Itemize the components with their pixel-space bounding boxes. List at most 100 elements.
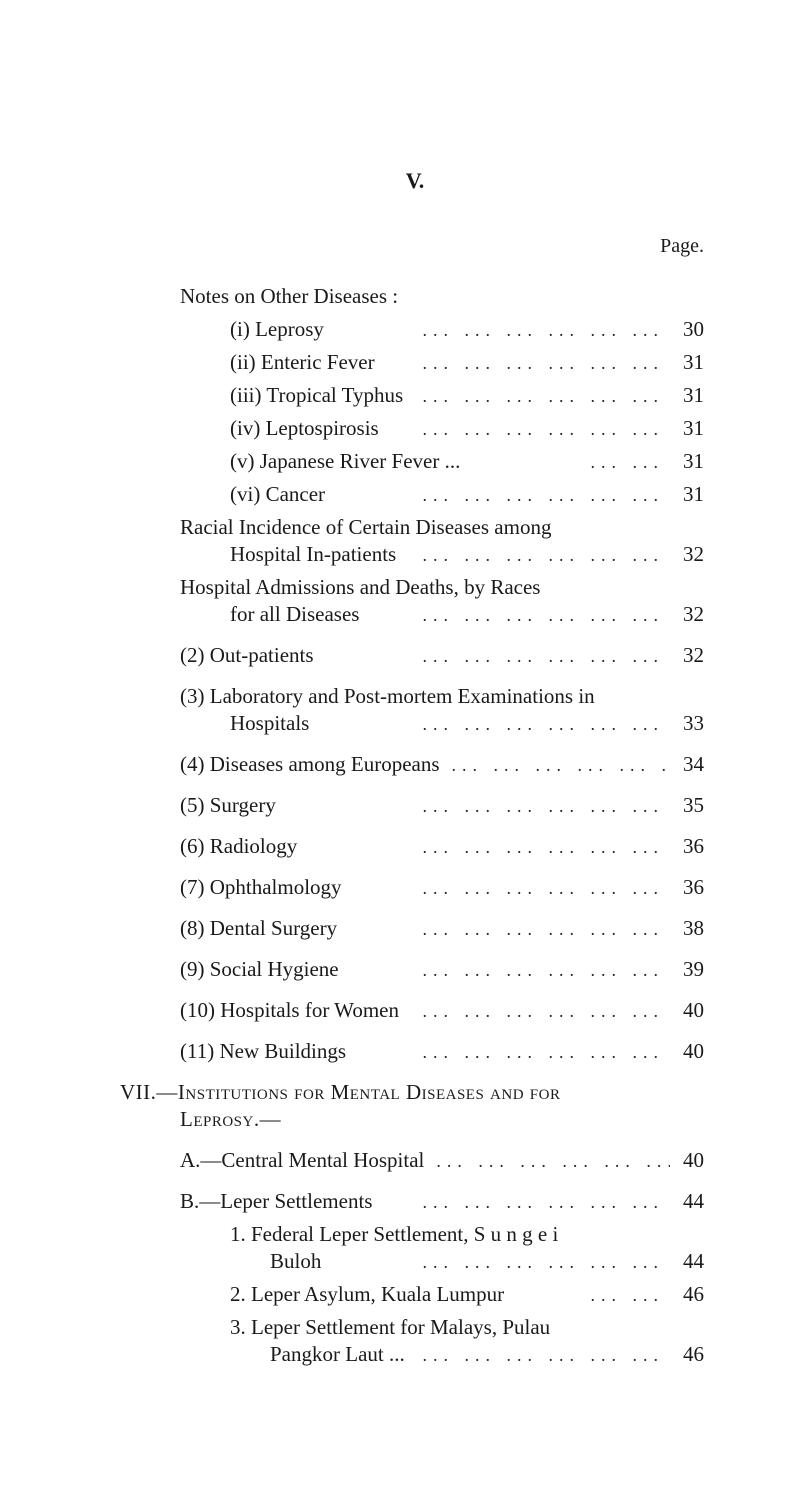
toc-label: Buloh — [270, 1251, 321, 1272]
leader-dots: ... ... — [504, 1286, 670, 1304]
toc-row-11: (11) New Buildings ... ... ... ... ... .… — [120, 1041, 710, 1062]
toc-page: 39 — [670, 959, 710, 980]
toc-row-hosp1: Hospital Admissions and Deaths, by Races — [120, 577, 710, 598]
toc-label: (3) Laboratory and Post-mortem Examinati… — [180, 686, 595, 707]
toc-row-3a: (3) Laboratory and Post-mortem Examinati… — [120, 686, 710, 707]
toc-row-6: (6) Radiology ... ... ... ... ... ... 36 — [120, 836, 710, 857]
toc-page: 35 — [670, 795, 710, 816]
toc-row-A: A.—Central Mental Hospital ... ... ... .… — [120, 1150, 710, 1171]
leader-dots: ... ... ... ... ... ... — [440, 756, 670, 774]
toc-label: (iv) Leptospirosis — [230, 418, 379, 439]
toc-row-vii1: VII.—Institutions for Mental Diseases an… — [120, 1082, 710, 1103]
toc-label: (i) Leprosy — [230, 319, 324, 340]
toc-label: Leprosy.— — [180, 1109, 281, 1130]
toc-row-racial2: Hospital In-patients ... ... ... ... ...… — [120, 544, 710, 565]
toc-label: (10) Hospitals for Women — [180, 1000, 399, 1021]
toc-page: 46 — [670, 1344, 710, 1365]
toc-label: (vi) Cancer — [230, 484, 325, 505]
leader-dots: ... ... ... ... ... ... — [346, 1043, 670, 1061]
leader-dots: ... ... ... ... ... ... — [405, 1346, 670, 1364]
toc-row-10: (10) Hospitals for Women ... ... ... ...… — [120, 1000, 710, 1021]
leader-dots: ... ... ... ... ... ... — [309, 715, 670, 733]
toc-row-4: (4) Diseases among Europeans ... ... ...… — [120, 754, 710, 775]
leader-dots: ... ... ... ... ... ... — [325, 486, 670, 504]
toc-page: 46 — [670, 1284, 710, 1305]
toc-label: (ii) Enteric Fever — [230, 352, 375, 373]
toc-page: 44 — [670, 1251, 710, 1272]
toc-page: 38 — [670, 918, 710, 939]
leader-dots: ... ... ... ... ... ... — [276, 797, 670, 815]
toc-row-3b: Hospitals ... ... ... ... ... ... 33 — [120, 713, 710, 734]
page-label: Page. — [120, 236, 710, 256]
toc-label: 1. Federal Leper Settlement, S u n g e i — [230, 1224, 558, 1245]
toc-page: 30 — [670, 319, 710, 340]
toc-row-b2: 2. Leper Asylum, Kuala Lumpur ... ... 46 — [120, 1284, 710, 1305]
toc-row-vii2: Leprosy.— — [120, 1109, 710, 1130]
toc-row-9: (9) Social Hygiene ... ... ... ... ... .… — [120, 959, 710, 980]
toc-row-vi: (vi) Cancer ... ... ... ... ... ... 31 — [120, 484, 710, 505]
toc-label: (7) Ophthalmology — [180, 877, 342, 898]
leader-dots: ... ... ... ... ... ... — [379, 420, 670, 438]
toc-row-b3b: Pangkor Laut ... ... ... ... ... ... ...… — [120, 1344, 710, 1365]
toc-page: 40 — [670, 1041, 710, 1062]
toc-row-ii: (ii) Enteric Fever ... ... ... ... ... .… — [120, 352, 710, 373]
toc-page: 40 — [670, 1000, 710, 1021]
page-roman: V. — [120, 170, 710, 192]
toc-label: (6) Radiology — [180, 836, 297, 857]
toc-label: 2. Leper Asylum, Kuala Lumpur — [230, 1284, 504, 1305]
toc-label: B.—Leper Settlements — [180, 1191, 372, 1212]
toc-row-racial1: Racial Incidence of Certain Diseases amo… — [120, 517, 710, 538]
leader-dots: ... ... ... ... ... ... — [403, 387, 670, 405]
toc-label: (4) Diseases among Europeans — [180, 754, 440, 775]
toc-label: Hospitals — [230, 713, 309, 734]
leader-dots: ... ... ... ... ... ... — [375, 354, 670, 372]
toc-row-iv: (iv) Leptospirosis ... ... ... ... ... .… — [120, 418, 710, 439]
toc-label: for all Diseases — [230, 604, 359, 625]
toc-label: Hospital Admissions and Deaths, by Races — [180, 577, 540, 598]
toc-label: (iii) Tropical Typhus — [230, 385, 403, 406]
toc-page: 44 — [670, 1191, 710, 1212]
toc-page: 31 — [670, 451, 710, 472]
toc-page: 32 — [670, 604, 710, 625]
toc-row-b3a: 3. Leper Settlement for Malays, Pulau — [120, 1317, 710, 1338]
toc-label: VII.—Institutions for Mental Diseases an… — [120, 1082, 560, 1103]
toc-page: 32 — [670, 544, 710, 565]
toc-label: (2) Out-patients — [180, 645, 314, 666]
leader-dots: ... ... ... ... ... ... — [372, 1193, 670, 1211]
leader-dots: ... ... ... ... ... ... — [396, 546, 670, 564]
toc-page: 31 — [670, 484, 710, 505]
toc-row-iii: (iii) Tropical Typhus ... ... ... ... ..… — [120, 385, 710, 406]
toc-label: Racial Incidence of Certain Diseases amo… — [180, 517, 551, 538]
notes-heading-row: Notes on Other Diseases : — [120, 286, 710, 307]
toc-label: (9) Social Hygiene — [180, 959, 339, 980]
toc-row-8: (8) Dental Surgery ... ... ... ... ... .… — [120, 918, 710, 939]
toc-row-b1a: 1. Federal Leper Settlement, S u n g e i — [120, 1224, 710, 1245]
toc-row-7: (7) Ophthalmology ... ... ... ... ... ..… — [120, 877, 710, 898]
toc-label: (11) New Buildings — [180, 1041, 346, 1062]
leader-dots: ... ... ... ... ... ... — [359, 606, 670, 624]
leader-dots: ... ... ... ... ... ... — [324, 321, 670, 339]
toc-row-b1b: Buloh ... ... ... ... ... ... 44 — [120, 1251, 710, 1272]
leader-dots: ... ... ... ... ... ... — [314, 647, 670, 665]
toc-label: (v) Japanese River Fever ... — [230, 451, 460, 472]
toc-page: 40 — [670, 1150, 710, 1171]
leader-dots: ... ... ... ... ... ... — [342, 879, 670, 897]
leader-dots: ... ... ... ... ... ... — [424, 1152, 670, 1170]
toc-page: 32 — [670, 645, 710, 666]
leader-dots: ... ... ... ... ... ... — [321, 1253, 670, 1271]
toc-row-2: (2) Out-patients ... ... ... ... ... ...… — [120, 645, 710, 666]
toc-row-5: (5) Surgery ... ... ... ... ... ... 35 — [120, 795, 710, 816]
leader-dots: ... ... — [460, 453, 670, 471]
toc-page: 31 — [670, 352, 710, 373]
toc-page: 34 — [670, 754, 710, 775]
toc-label: (5) Surgery — [180, 795, 276, 816]
toc-row-B: B.—Leper Settlements ... ... ... ... ...… — [120, 1191, 710, 1212]
toc-page: 33 — [670, 713, 710, 734]
toc-label: A.—Central Mental Hospital — [180, 1150, 424, 1171]
toc-label: Hospital In-patients — [230, 544, 396, 565]
toc-row-i: (i) Leprosy ... ... ... ... ... ... 30 — [120, 319, 710, 340]
leader-dots: ... ... ... ... ... ... — [337, 920, 670, 938]
notes-heading: Notes on Other Diseases : — [180, 286, 398, 307]
toc-row-v: (v) Japanese River Fever ... ... ... 31 — [120, 451, 710, 472]
leader-dots: ... ... ... ... ... ... — [399, 1002, 670, 1020]
